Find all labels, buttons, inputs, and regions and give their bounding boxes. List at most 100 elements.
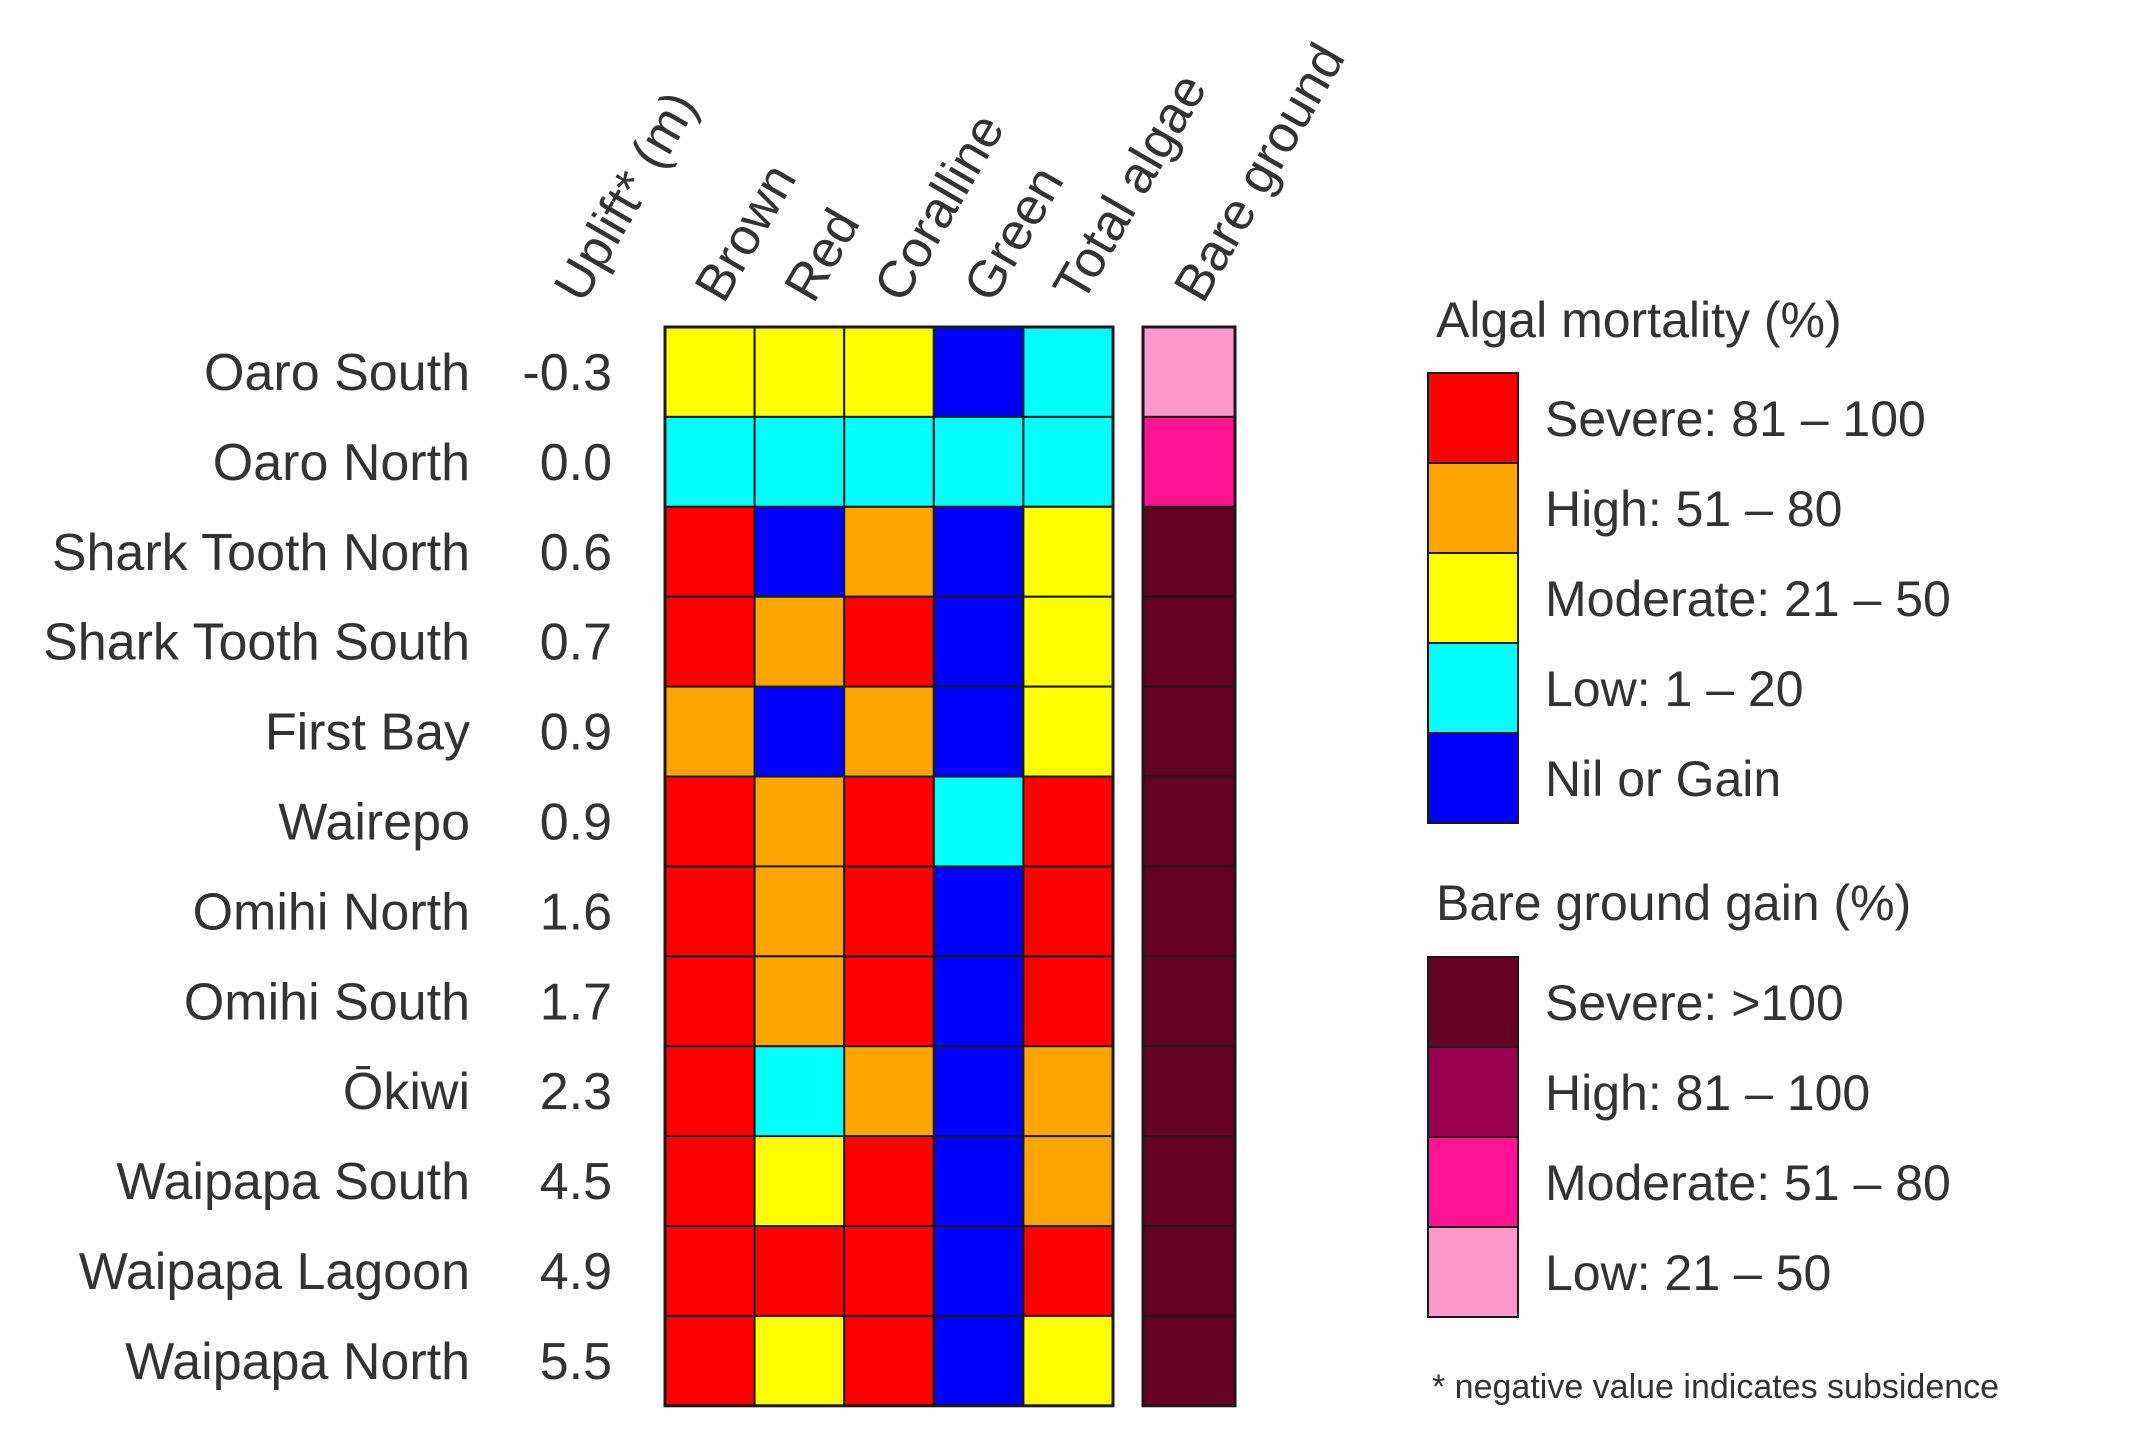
cell-oaro-south-coralline	[843, 326, 935, 418]
cell-shark-tooth-north-brown	[664, 505, 756, 598]
cell-first-bay-total-algae	[1022, 685, 1115, 778]
cell-omihi-south-coralline	[843, 955, 935, 1048]
cell-shark-tooth-south-brown	[664, 595, 756, 688]
cell-oaro-south-green	[932, 326, 1025, 418]
row-label-waipapa-north: Waipapa North	[125, 1333, 470, 1391]
cell-first-bay-brown	[664, 685, 756, 778]
row-label-shark-tooth-south: Shark Tooth South	[43, 614, 470, 672]
bare-legend-swatch-severe	[1427, 956, 1519, 1048]
cell-o-kiwi-coralline	[843, 1045, 935, 1138]
footnote: * negative value indicates subsidence	[1432, 1368, 1999, 1406]
cell-oaro-south-red	[753, 326, 846, 418]
cell-oaro-north-brown	[664, 415, 756, 508]
cell-omihi-south-brown	[664, 955, 756, 1048]
cell-wairepo-total-algae	[1022, 775, 1115, 868]
cell-oaro-north-coralline	[843, 415, 935, 508]
cell-waipapa-north-bare-ground	[1142, 1314, 1236, 1407]
algal-legend-title: Algal mortality (%)	[1436, 292, 1842, 348]
cell-omihi-north-bare-ground	[1142, 865, 1236, 958]
row-label-oaro-north: Oaro North	[213, 434, 470, 492]
row-label-o-kiwi: Ōkiwi	[343, 1063, 470, 1121]
cell-oaro-north-red	[753, 415, 846, 508]
cell-waipapa-south-total-algae	[1022, 1135, 1115, 1227]
cell-oaro-south-brown	[664, 326, 756, 418]
cell-waipapa-lagoon-green	[932, 1225, 1025, 1317]
cell-first-bay-red	[753, 685, 846, 778]
cell-waipapa-south-green	[932, 1135, 1025, 1227]
row-label-waipapa-lagoon: Waipapa Lagoon	[79, 1243, 470, 1301]
bare-legend-label-severe: Severe: >100	[1545, 975, 1844, 1031]
column-header-uplift: Uplift* (m)	[543, 82, 709, 311]
uplift-value-oaro-north: 0.0	[540, 434, 612, 492]
cell-shark-tooth-south-bare-ground	[1142, 595, 1236, 688]
cell-first-bay-bare-ground	[1142, 685, 1236, 778]
cell-shark-tooth-north-coralline	[843, 505, 935, 598]
bare-legend-label-high: High: 81 – 100	[1545, 1065, 1870, 1121]
cell-oaro-north-bare-ground	[1142, 415, 1236, 508]
cell-shark-tooth-north-bare-ground	[1142, 505, 1236, 598]
algal-legend-label-low: Low: 1 – 20	[1545, 661, 1804, 717]
row-label-omihi-north: Omihi North	[193, 883, 470, 941]
algal-legend-label-severe: Severe: 81 – 100	[1545, 391, 1926, 447]
bare-legend-label-moderate: Moderate: 51 – 80	[1545, 1155, 1951, 1211]
row-label-oaro-south: Oaro South	[204, 344, 470, 402]
cell-shark-tooth-north-red	[753, 505, 846, 598]
cell-omihi-south-green	[932, 955, 1025, 1048]
cell-omihi-south-bare-ground	[1142, 955, 1236, 1048]
cell-o-kiwi-brown	[664, 1045, 756, 1138]
cell-waipapa-north-green	[932, 1314, 1025, 1407]
uplift-value-waipapa-south: 4.5	[540, 1153, 612, 1211]
bare-legend-swatch-high	[1427, 1046, 1519, 1138]
cell-omihi-north-coralline	[843, 865, 935, 958]
cell-oaro-north-green	[932, 415, 1025, 508]
cell-waipapa-south-coralline	[843, 1135, 935, 1227]
uplift-value-waipapa-lagoon: 4.9	[540, 1243, 612, 1301]
cell-o-kiwi-green	[932, 1045, 1025, 1138]
cell-shark-tooth-south-total-algae	[1022, 595, 1115, 688]
cell-waipapa-north-red	[753, 1314, 846, 1407]
cell-wairepo-bare-ground	[1142, 775, 1236, 868]
cell-first-bay-coralline	[843, 685, 935, 778]
cell-waipapa-lagoon-red	[753, 1225, 846, 1317]
row-labels: Oaro South -0.3 Oaro North 0.0 Shark Tooth N…	[43, 344, 612, 1391]
bare-legend-label-low: Low: 21 – 50	[1545, 1245, 1831, 1301]
cell-omihi-south-red	[753, 955, 846, 1048]
algal-legend-label-nil: Nil or Gain	[1545, 751, 1781, 807]
row-label-shark-tooth-north: Shark Tooth North	[52, 524, 470, 582]
bare-legend-swatch-low	[1427, 1226, 1519, 1318]
cell-shark-tooth-north-total-algae	[1022, 505, 1115, 598]
algal-legend-label-moderate: Moderate: 21 – 50	[1545, 571, 1951, 627]
cell-waipapa-south-bare-ground	[1142, 1135, 1236, 1227]
row-label-waipapa-south: Waipapa South	[116, 1153, 470, 1211]
algal-legend-swatch-low	[1427, 642, 1519, 734]
bare-legend-swatch-moderate	[1427, 1136, 1519, 1228]
cell-shark-tooth-south-red	[753, 595, 846, 688]
bare-grid-border	[1141, 325, 1237, 1408]
cell-omihi-north-brown	[664, 865, 756, 958]
cell-o-kiwi-red	[753, 1045, 846, 1138]
legends: Algal mortality (%) Severe: 81 – 100 High:…	[1427, 292, 1999, 1406]
cell-waipapa-north-total-algae	[1022, 1314, 1115, 1407]
column-header-bare-ground: Bare ground	[1163, 34, 1356, 311]
uplift-value-omihi-north: 1.6	[540, 883, 612, 941]
algal-legend-swatch-moderate	[1427, 552, 1519, 644]
uplift-value-o-kiwi: 2.3	[540, 1063, 612, 1121]
cell-shark-tooth-north-green	[932, 505, 1025, 598]
cell-waipapa-lagoon-bare-ground	[1142, 1225, 1236, 1317]
cell-waipapa-south-red	[753, 1135, 846, 1227]
cell-waipapa-north-brown	[664, 1314, 756, 1407]
cell-shark-tooth-south-green	[932, 595, 1025, 688]
cell-oaro-north-total-algae	[1022, 415, 1115, 508]
algal-legend-swatch-nil	[1427, 732, 1519, 824]
cell-waipapa-lagoon-total-algae	[1022, 1225, 1115, 1317]
cell-waipapa-north-coralline	[843, 1314, 935, 1407]
cell-omihi-north-red	[753, 865, 846, 958]
row-label-omihi-south: Omihi South	[184, 973, 470, 1031]
row-label-first-bay: First Bay	[265, 704, 470, 762]
cell-oaro-south-total-algae	[1022, 326, 1115, 418]
bare-legend-title: Bare ground gain (%)	[1436, 875, 1911, 931]
heatmap-cells	[663, 325, 1237, 1408]
uplift-value-wairepo: 0.9	[540, 793, 612, 851]
